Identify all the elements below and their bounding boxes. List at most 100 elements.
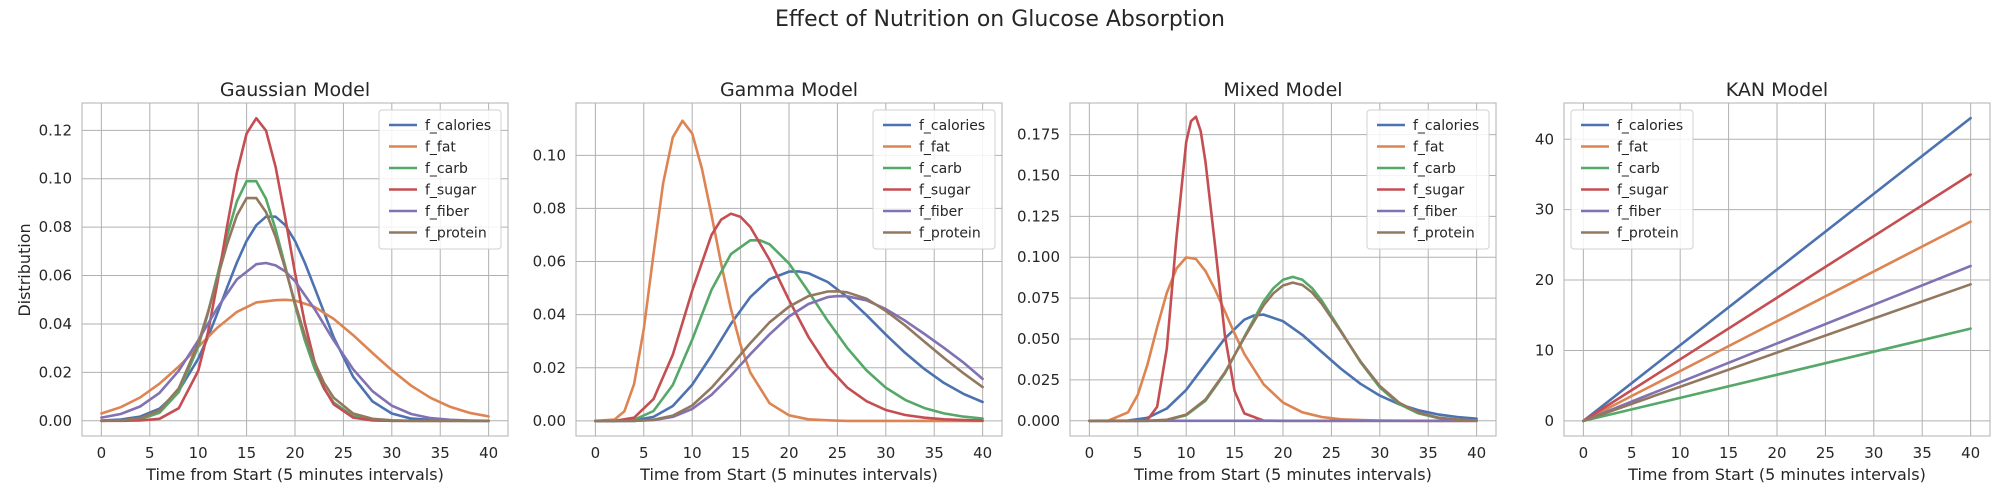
- y-tick-label: 0.025: [1017, 371, 1060, 389]
- y-tick-label: 0.10: [533, 146, 566, 164]
- legend: f_calories f_fat f_carb f_sugar f_fiber f_pro…: [872, 109, 996, 250]
- x-tick-label: 0: [97, 444, 107, 462]
- y-tick-label: 0.150: [1017, 166, 1060, 184]
- legend-label: f_carb: [1617, 161, 1660, 177]
- y-tick-label: 0.00: [39, 412, 72, 430]
- y-tick-label: 20: [1535, 271, 1554, 289]
- x-tick-label: 10: [683, 444, 702, 462]
- x-tick-label: 35: [1419, 444, 1438, 462]
- y-tick-label: 0.050: [1017, 330, 1060, 348]
- x-tick-label: 20: [779, 444, 798, 462]
- x-tick-label: 30: [1864, 444, 1883, 462]
- legend-label: f_fiber: [919, 204, 963, 220]
- y-tick-label: 0.02: [533, 359, 566, 377]
- x-tick-label: 40: [1961, 444, 1980, 462]
- series-line-f-fat: [594, 119, 984, 423]
- series-line-f-calories: [1582, 116, 1972, 423]
- x-tick-label: 35: [1913, 444, 1932, 462]
- x-tick-label: 0: [1085, 444, 1095, 462]
- x-tick-label: 10: [189, 444, 208, 462]
- series-line-f-protein: [594, 289, 984, 423]
- legend-label: f_protein: [425, 226, 487, 242]
- panel-mixed: Mixed Model Time from Start (5 minutes i…: [1017, 79, 1497, 484]
- x-tick-label: 5: [145, 444, 155, 462]
- legend-label: f_protein: [1413, 226, 1475, 242]
- panel-title: Mixed Model: [1223, 79, 1342, 101]
- x-tick-label: 40: [973, 444, 992, 462]
- x-tick-label: 25: [1322, 444, 1341, 462]
- legend-label: f_sugar: [425, 183, 477, 199]
- x-tick-label: 5: [639, 444, 649, 462]
- x-tick-label: 5: [1133, 444, 1143, 462]
- series-line-f-carb: [1582, 327, 1972, 423]
- figure-title: Effect of Nutrition on Glucose Absorptio…: [775, 7, 1225, 32]
- series-line-f-protein: [100, 196, 490, 423]
- x-tick-label: 20: [1767, 444, 1786, 462]
- legend-box: [378, 109, 502, 250]
- legend-label: f_fiber: [1413, 204, 1457, 220]
- x-tick-label: 40: [479, 444, 498, 462]
- y-tick-label: 0.08: [39, 218, 72, 236]
- y-tick-label: 0.075: [1017, 289, 1060, 307]
- y-tick-label: 0.125: [1017, 207, 1060, 225]
- panel-title: Gamma Model: [720, 79, 858, 101]
- panel-gamma: Gamma Model Time from Start (5 minutes i…: [533, 79, 1003, 484]
- panel-title: Gaussian Model: [220, 79, 370, 101]
- y-tick-label: 10: [1535, 341, 1554, 359]
- y-tick-label: 0.06: [533, 253, 566, 271]
- legend-label: f_fat: [425, 140, 456, 156]
- panel-title: KAN Model: [1726, 79, 1828, 101]
- y-tick-label: 40: [1535, 130, 1554, 148]
- x-tick-label: 20: [285, 444, 304, 462]
- y-tick-label: 0.10: [39, 170, 72, 188]
- x-axis-label: Time from Start (5 minutes intervals): [1133, 465, 1432, 484]
- y-axis-label: Distribution: [15, 223, 34, 316]
- legend-label: f_protein: [919, 226, 981, 242]
- x-axis-label: Time from Start (5 minutes intervals): [639, 465, 938, 484]
- series-line-f-fat: [1582, 220, 1972, 423]
- legend: f_calories f_fat f_carb f_sugar f_fiber f_pro…: [1570, 109, 1694, 250]
- legend-label: f_fat: [1413, 140, 1444, 156]
- y-tick-label: 0.100: [1017, 248, 1060, 266]
- legend-label: f_fat: [1617, 140, 1648, 156]
- x-tick-label: 15: [731, 444, 750, 462]
- legend-label: f_protein: [1617, 226, 1679, 242]
- x-axis-label: Time from Start (5 minutes intervals): [145, 465, 444, 484]
- x-tick-label: 0: [591, 444, 601, 462]
- legend-box: [1570, 109, 1694, 250]
- legend-label: f_sugar: [919, 183, 971, 199]
- x-tick-label: 10: [1177, 444, 1196, 462]
- y-tick-label: 0.000: [1017, 412, 1060, 430]
- x-tick-label: 5: [1627, 444, 1637, 462]
- legend-label: f_calories: [425, 118, 491, 134]
- legend-label: f_fiber: [1617, 204, 1661, 220]
- x-tick-label: 15: [1719, 444, 1738, 462]
- x-tick-label: 25: [828, 444, 847, 462]
- series-line-f-sugar: [100, 116, 490, 423]
- x-tick-label: 30: [1370, 444, 1389, 462]
- x-tick-label: 0: [1579, 444, 1589, 462]
- x-tick-label: 35: [431, 444, 450, 462]
- legend-label: f_calories: [1617, 118, 1683, 134]
- legend-box: [872, 109, 996, 250]
- y-tick-label: 0.12: [39, 121, 72, 139]
- y-tick-label: 0.175: [1017, 126, 1060, 144]
- x-tick-label: 25: [334, 444, 353, 462]
- legend-label: f_carb: [919, 161, 962, 177]
- x-tick-label: 25: [1816, 444, 1835, 462]
- x-tick-label: 10: [1671, 444, 1690, 462]
- series-line-f-fiber: [1582, 264, 1972, 423]
- y-tick-label: 0.00: [533, 412, 566, 430]
- legend-label: f_fiber: [425, 204, 469, 220]
- legend-label: f_carb: [1413, 161, 1456, 177]
- legend: f_calories f_fat f_carb f_sugar f_fiber f_pro…: [378, 109, 502, 250]
- legend-label: f_carb: [425, 161, 468, 177]
- legend-label: f_calories: [919, 118, 985, 134]
- x-tick-label: 30: [382, 444, 401, 462]
- series-line-f-carb: [594, 239, 984, 423]
- panel-kan: KAN Model Time from Start (5 minutes int…: [1535, 79, 1991, 484]
- x-tick-label: 15: [1225, 444, 1244, 462]
- legend: f_calories f_fat f_carb f_sugar f_fiber f_pro…: [1366, 109, 1490, 250]
- legend-label: f_sugar: [1617, 183, 1669, 199]
- x-tick-label: 20: [1273, 444, 1292, 462]
